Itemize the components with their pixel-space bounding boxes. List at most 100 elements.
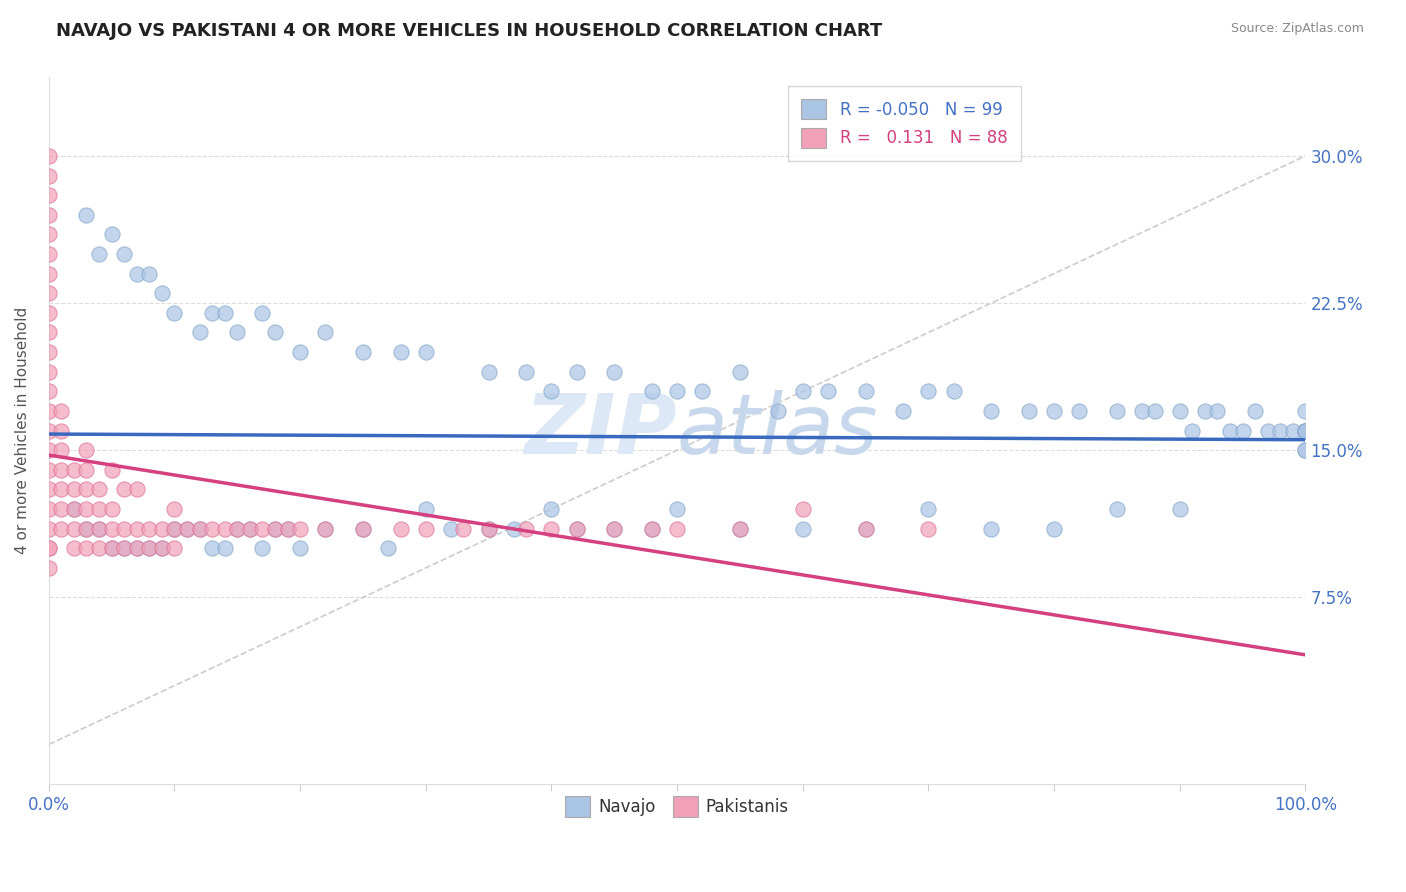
Point (641, 522, 664, 536)
Point (415, 502, 437, 516)
Text: NAVAJO VS PAKISTANI 4 OR MORE VEHICLES IN HOUSEHOLD CORRELATION CHART: NAVAJO VS PAKISTANI 4 OR MORE VEHICLES I… (56, 22, 883, 40)
Point (38, 208, 60, 222)
Point (38, 286, 60, 301)
Point (540, 384, 562, 399)
Point (188, 522, 211, 536)
Point (477, 522, 499, 536)
Point (214, 541, 236, 556)
Point (565, 365, 588, 379)
Point (1105, 404, 1128, 418)
Point (201, 522, 224, 536)
Point (352, 522, 374, 536)
Point (288, 345, 311, 359)
Point (1181, 424, 1204, 438)
Point (314, 522, 336, 536)
Point (540, 502, 562, 516)
Point (51, 404, 73, 418)
Point (855, 384, 877, 399)
Point (415, 522, 437, 536)
Point (163, 306, 186, 320)
Point (38, 149, 60, 163)
Point (288, 522, 311, 536)
Point (38, 188, 60, 202)
Point (766, 404, 789, 418)
Point (276, 522, 298, 536)
Point (728, 522, 751, 536)
Point (603, 365, 626, 379)
Point (150, 522, 173, 536)
Point (163, 502, 186, 516)
Point (38, 483, 60, 497)
Point (100, 227, 122, 242)
Text: Source: ZipAtlas.com: Source: ZipAtlas.com (1230, 22, 1364, 36)
Point (1105, 502, 1128, 516)
Point (1282, 424, 1305, 438)
Point (264, 522, 287, 536)
Point (389, 522, 412, 536)
Point (1257, 424, 1279, 438)
Point (1232, 424, 1254, 438)
Point (728, 522, 751, 536)
Point (75, 522, 97, 536)
Point (288, 541, 311, 556)
Point (792, 522, 814, 536)
Point (125, 267, 148, 281)
Point (63, 502, 86, 516)
Point (138, 541, 160, 556)
Point (38, 404, 60, 418)
Point (1244, 404, 1267, 418)
Point (63, 463, 86, 477)
Point (100, 541, 122, 556)
Point (252, 306, 274, 320)
Point (603, 522, 626, 536)
Point (515, 522, 537, 536)
Point (666, 502, 689, 516)
Point (641, 522, 664, 536)
Point (112, 522, 135, 536)
Point (1294, 424, 1316, 438)
Point (666, 522, 689, 536)
Point (38, 247, 60, 261)
Point (38, 443, 60, 458)
Point (51, 443, 73, 458)
Point (51, 522, 73, 536)
Point (1168, 502, 1191, 516)
Point (125, 522, 148, 536)
Point (163, 522, 186, 536)
Point (1294, 443, 1316, 458)
Point (1043, 522, 1066, 536)
Point (477, 365, 499, 379)
Point (980, 404, 1002, 418)
Point (502, 522, 524, 536)
Point (138, 522, 160, 536)
Text: atlas: atlas (678, 390, 879, 471)
Point (112, 541, 135, 556)
Point (1043, 404, 1066, 418)
Point (415, 345, 437, 359)
Point (38, 561, 60, 575)
Point (75, 541, 97, 556)
Y-axis label: 4 or more Vehicles in Household: 4 or more Vehicles in Household (15, 307, 30, 554)
Point (1130, 404, 1153, 418)
Point (565, 522, 588, 536)
Point (38, 365, 60, 379)
Point (38, 326, 60, 340)
Point (75, 208, 97, 222)
Point (377, 541, 399, 556)
Point (112, 483, 135, 497)
Point (38, 522, 60, 536)
Point (188, 326, 211, 340)
Point (51, 463, 73, 477)
Point (942, 384, 965, 399)
Point (1206, 404, 1229, 418)
Point (1018, 404, 1040, 418)
Point (239, 522, 262, 536)
Point (150, 541, 173, 556)
Point (75, 522, 97, 536)
Point (150, 286, 173, 301)
Point (352, 345, 374, 359)
Point (163, 541, 186, 556)
Point (38, 345, 60, 359)
Point (1168, 404, 1191, 418)
Point (38, 463, 60, 477)
